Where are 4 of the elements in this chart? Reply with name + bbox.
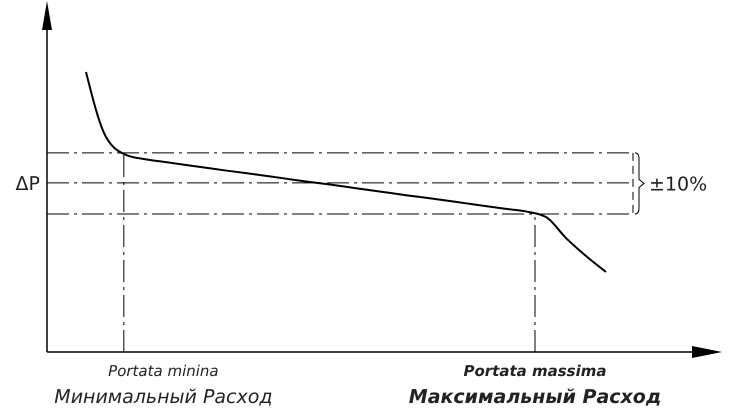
text: Portata minina Минимальный Расход: [54, 362, 272, 408]
text: ±10%: [649, 173, 708, 196]
ref-line-label: ΔP: [16, 172, 40, 195]
text: Portata massima Максимальный Расход: [408, 362, 662, 408]
